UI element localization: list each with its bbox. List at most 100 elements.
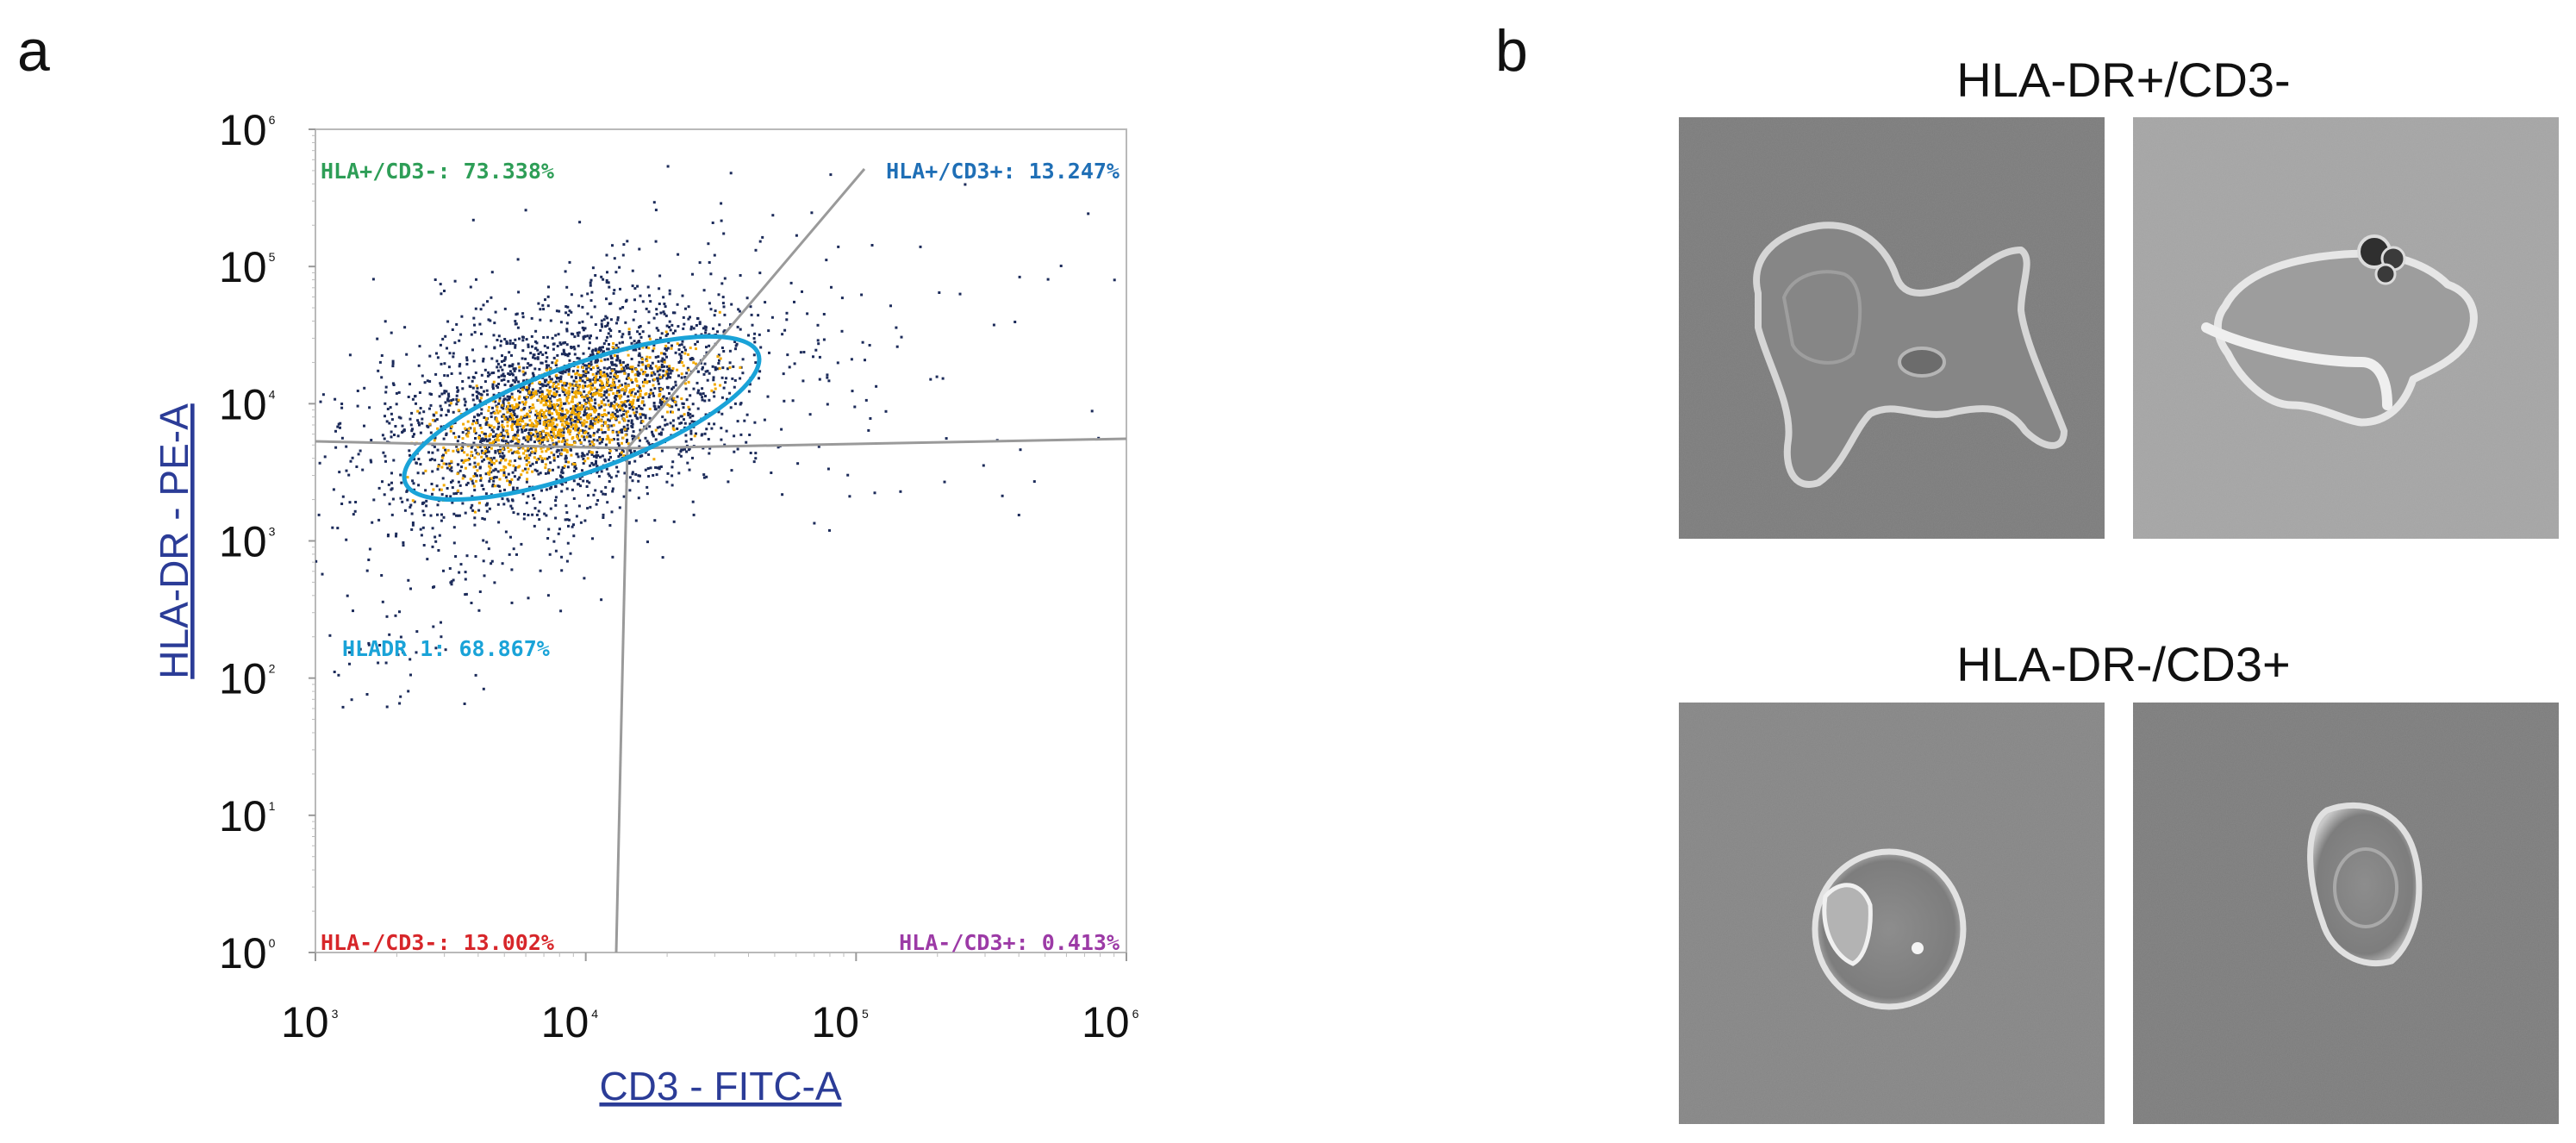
data-point (485, 540, 489, 544)
dense-point (594, 378, 596, 381)
data-point (442, 515, 446, 519)
data-point (686, 461, 689, 465)
data-point (708, 302, 711, 305)
data-point (531, 372, 534, 375)
data-point (405, 353, 409, 356)
dense-point (599, 372, 602, 376)
dense-point (550, 419, 553, 422)
dense-point (464, 427, 467, 430)
data-point (410, 411, 414, 415)
data-point (390, 513, 394, 516)
data-point (505, 415, 508, 419)
data-point (546, 335, 549, 339)
data-point (432, 625, 435, 628)
data-point (543, 378, 546, 382)
data-point (720, 396, 724, 399)
data-point (514, 367, 517, 371)
data-point (666, 165, 670, 168)
data-point (683, 418, 685, 422)
dense-point (568, 433, 571, 436)
data-point (426, 379, 429, 383)
data-point (480, 440, 483, 442)
data-point (720, 412, 724, 415)
data-point (444, 334, 447, 338)
dense-point (470, 454, 472, 458)
data-point (482, 303, 485, 307)
data-point (671, 474, 674, 478)
dense-point (618, 397, 621, 400)
data-point (540, 489, 543, 492)
data-point (495, 384, 498, 388)
dense-point (548, 409, 552, 413)
data-point (582, 462, 585, 465)
data-point (677, 453, 681, 456)
dense-point (571, 418, 574, 422)
dense-point (491, 399, 495, 403)
dense-point (553, 406, 557, 409)
data-point (704, 413, 708, 416)
data-point (440, 292, 443, 296)
data-point (652, 394, 656, 397)
data-point (627, 419, 630, 422)
dense-point (588, 415, 590, 419)
data-point (565, 511, 569, 515)
data-point (407, 690, 410, 693)
data-point (561, 483, 564, 486)
dense-point (506, 479, 509, 483)
data-point (452, 578, 455, 582)
data-point (586, 312, 589, 315)
data-point (573, 335, 577, 339)
data-point (1046, 278, 1050, 281)
data-point (633, 340, 636, 343)
data-point (464, 593, 467, 596)
data-point (689, 422, 692, 426)
dense-point (606, 380, 609, 384)
data-point (698, 321, 702, 324)
data-point (433, 445, 436, 448)
data-point (627, 462, 631, 465)
data-point (629, 336, 633, 340)
data-point (635, 407, 639, 410)
data-point (554, 496, 558, 499)
data-point (500, 431, 503, 434)
data-point (562, 350, 565, 353)
data-point (490, 415, 493, 418)
data-point (654, 408, 658, 411)
data-point (562, 370, 564, 372)
dense-point (676, 342, 679, 346)
data-point (405, 490, 409, 493)
data-point (671, 323, 674, 327)
data-point (660, 449, 664, 453)
dense-point (633, 388, 635, 390)
data-point (564, 454, 568, 458)
data-point (551, 336, 554, 340)
data-point (474, 372, 477, 374)
data-point (608, 480, 611, 483)
data-point (527, 432, 531, 434)
dense-point (507, 462, 510, 465)
data-point (591, 353, 595, 356)
data-point (646, 467, 650, 470)
data-point (367, 643, 371, 646)
y-tick-label: 10 1 (219, 792, 276, 840)
data-point (817, 342, 820, 346)
data-point (816, 323, 820, 327)
data-point (544, 421, 547, 424)
data-point (460, 465, 464, 469)
dense-point (498, 399, 502, 403)
dense-point (714, 387, 717, 390)
data-point (621, 360, 625, 364)
data-point (586, 397, 589, 401)
data-point (754, 248, 758, 252)
data-point (443, 290, 446, 292)
data-point (594, 402, 597, 405)
dense-point (639, 392, 642, 396)
data-point (648, 443, 652, 447)
data-point (401, 431, 404, 434)
data-point (576, 428, 579, 432)
data-point (529, 352, 533, 355)
data-point (722, 386, 726, 390)
dense-point (670, 347, 673, 350)
y-tick-exponent: 3 (269, 525, 276, 539)
